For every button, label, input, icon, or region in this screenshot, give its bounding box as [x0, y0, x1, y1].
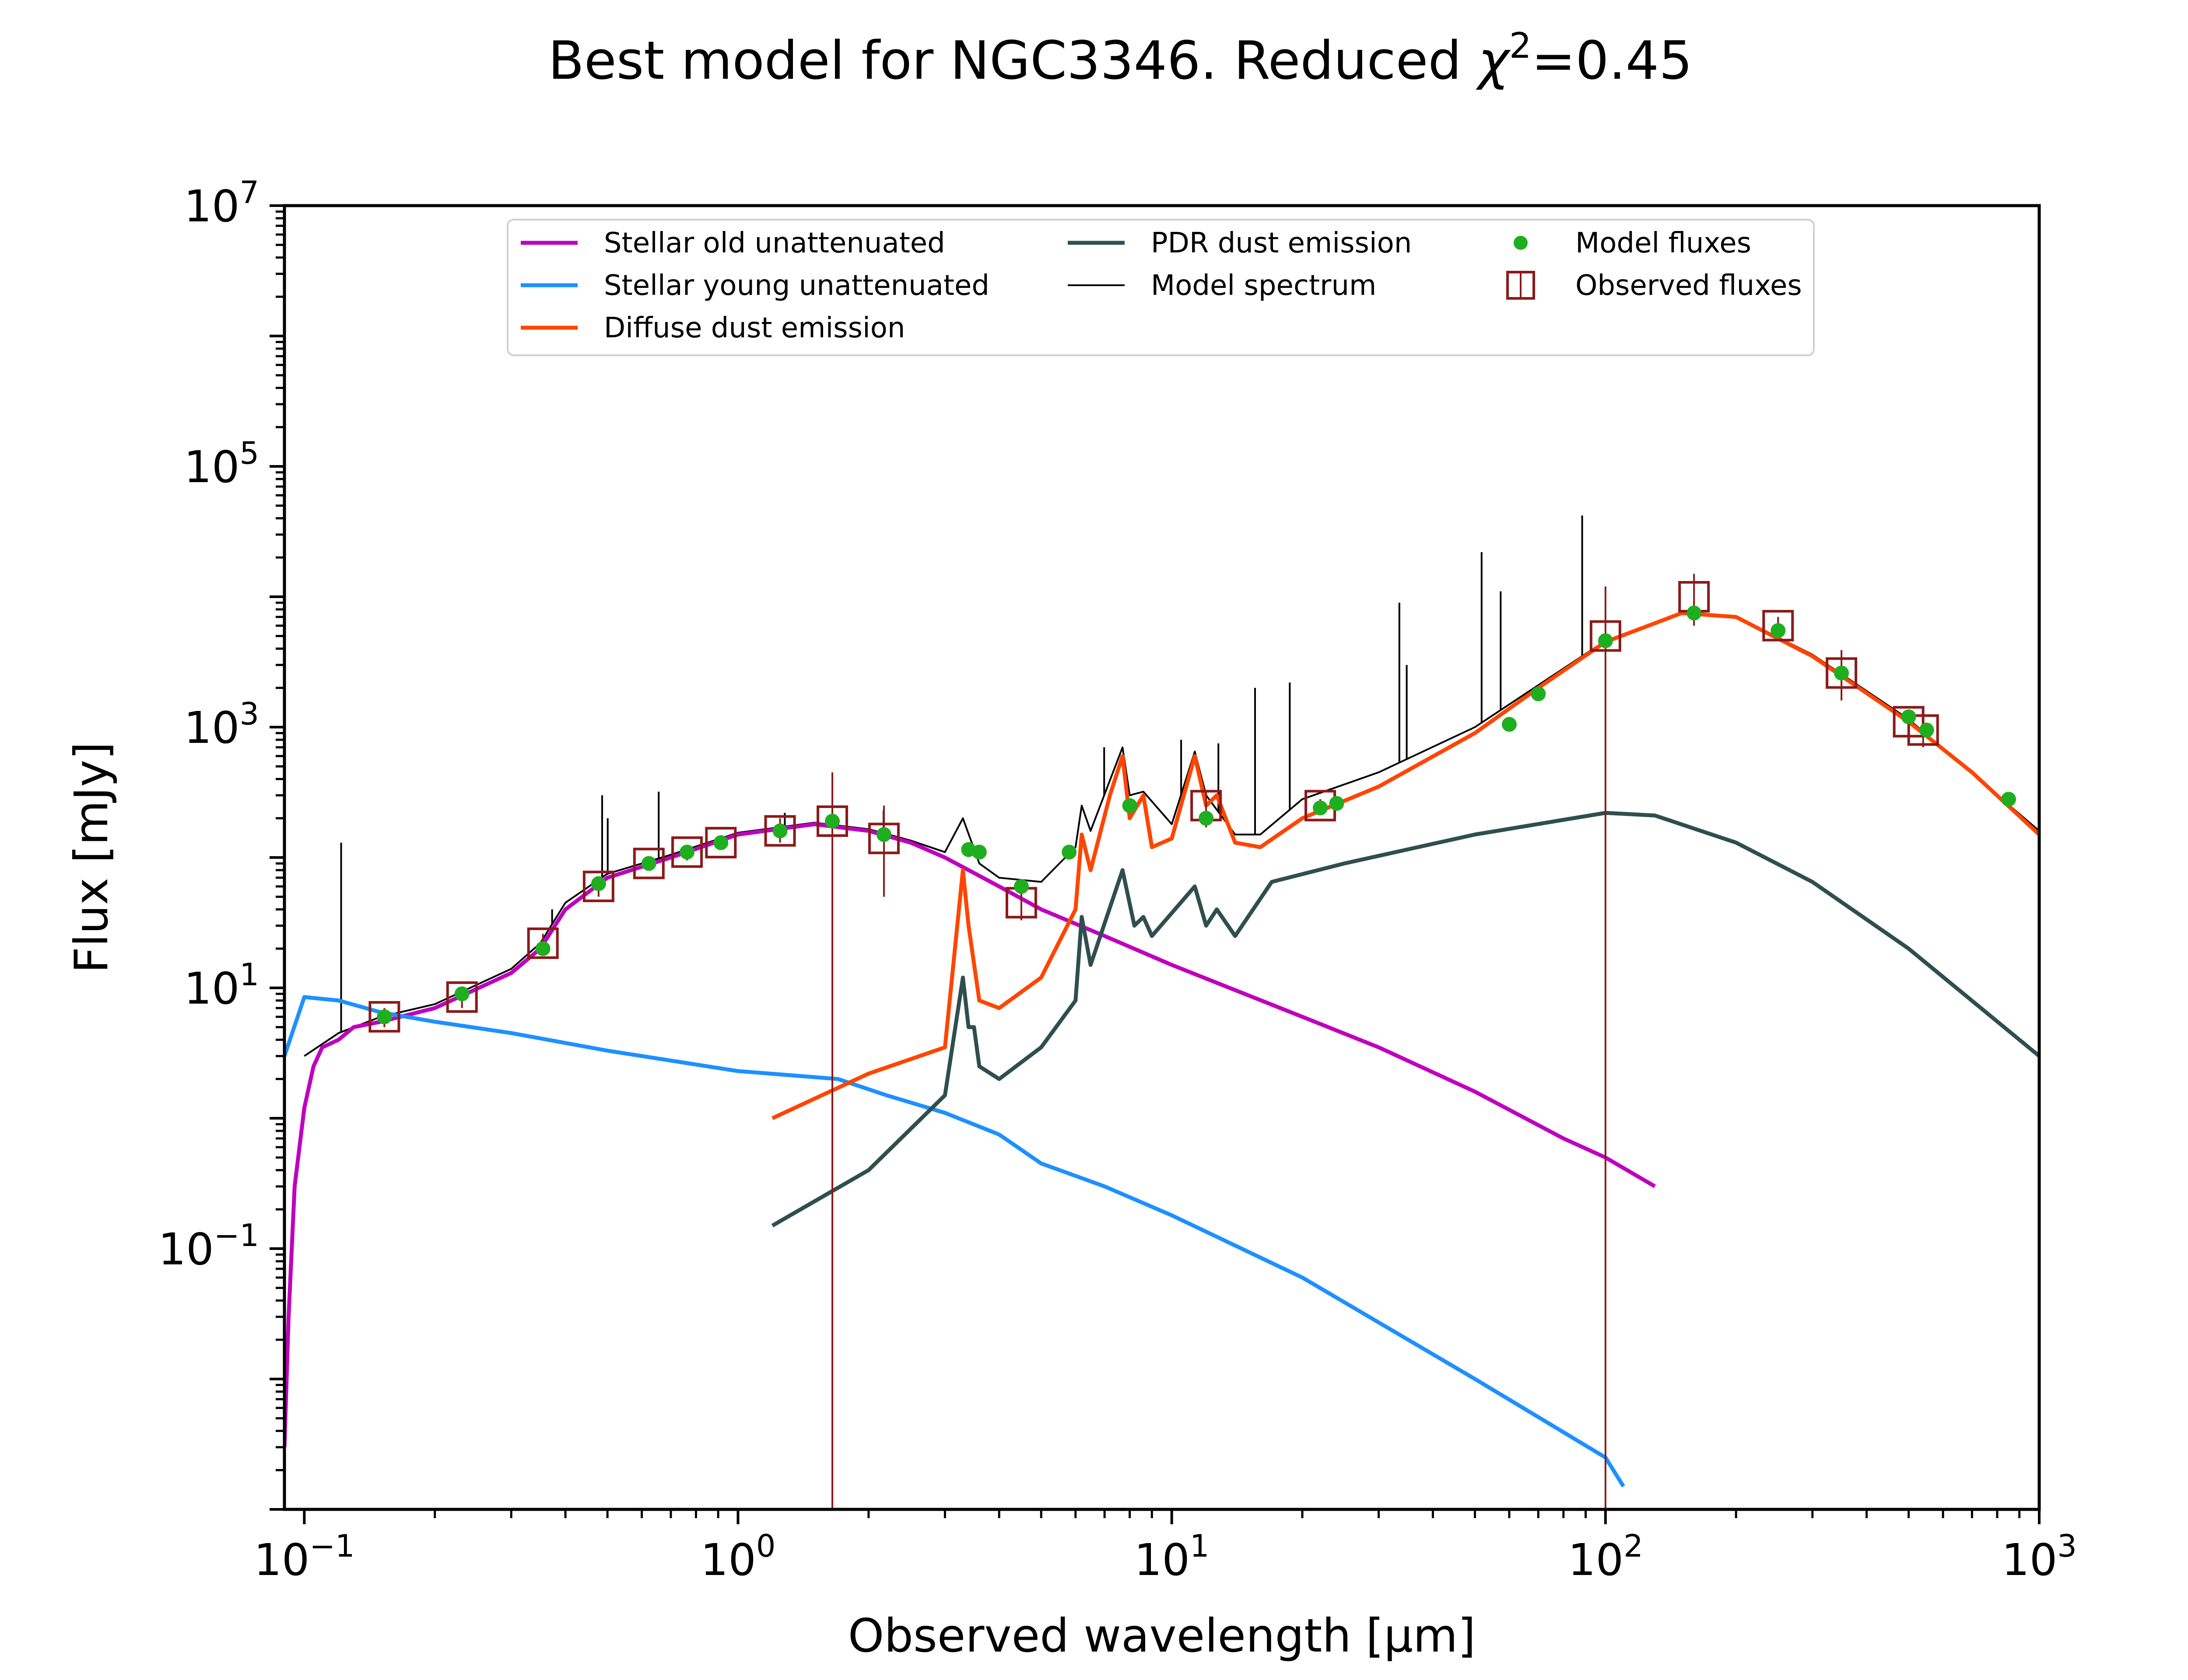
model-flux-marker [825, 813, 840, 829]
model-flux-marker [1013, 879, 1029, 894]
legend-item-model-fluxes-label: Model fluxes [1575, 227, 1751, 259]
observed-flux-marker [868, 822, 900, 854]
model-flux-marker [1598, 633, 1613, 648]
legend-item-pdr-dust-emission-label: PDR dust emission [1151, 227, 1412, 259]
x-tick-label: 100 [701, 1528, 776, 1586]
observed-flux-marker [527, 927, 559, 959]
legend-item-observed-fluxes-label: Observed fluxes [1575, 270, 1802, 302]
legend: Stellar old unattenuated Stellar young un… [507, 219, 1815, 356]
legend-item-model-spectrum: Model spectrum [1068, 270, 1376, 302]
y-tick-label: 103 [184, 696, 259, 753]
model-flux-marker [2001, 791, 2016, 807]
series-line-stellar-old-unattenuated [284, 822, 1656, 1447]
legend-item-model-fluxes-swatch [1514, 236, 1528, 250]
model-flux-marker [1771, 623, 1786, 638]
model-flux-marker [641, 856, 656, 871]
model-flux-marker [1062, 844, 1077, 860]
observed-flux-marker [817, 805, 849, 837]
observed-flux-marker [1826, 657, 1858, 689]
model-flux-marker [1329, 796, 1344, 811]
chart-title: Best model for NGC3346. Reduced χ2=0.45 [548, 25, 1693, 91]
legend-item-observed-fluxes: Observed fluxes [1506, 270, 1802, 302]
series-line-diffuse-dust-emission [771, 611, 2039, 1120]
observed-flux-marker [764, 815, 796, 847]
y-tick-label: 101 [184, 957, 259, 1014]
model-flux-marker [680, 844, 695, 860]
legend-item-model-fluxes: Model fluxes [1514, 227, 1751, 259]
model-flux-marker [454, 986, 470, 1001]
model-flux-marker [377, 1009, 392, 1025]
observed-flux-marker [1907, 714, 1939, 746]
model-flux-marker [1919, 722, 1934, 738]
plot-area [284, 515, 2039, 1509]
y-axis: 10−1 101 103 105 107 [158, 175, 284, 1511]
series-line-model-spectrum [304, 611, 2039, 1057]
model-flux-marker [1501, 717, 1517, 732]
legend-item-stellar-young-unattenuated-label: Stellar young unattenuated [604, 270, 989, 302]
observed-flux-marker [446, 981, 478, 1013]
x-axis-label: Observed wavelength [μm] [848, 1609, 1476, 1662]
legend-item-pdr-dust-emission: PDR dust emission [1068, 227, 1412, 259]
y-axis-label: Flux [mJy] [65, 742, 118, 973]
model-flux-marker [1901, 709, 1916, 724]
legend-item-stellar-old-unattenuated: Stellar old unattenuated [521, 227, 945, 259]
observed-flux-marker [368, 1001, 400, 1033]
observed-flux-marker [705, 827, 737, 859]
model-flux-marker [877, 827, 892, 842]
x-tick-label: 102 [1568, 1528, 1643, 1586]
observed-flux-marker [1589, 620, 1621, 652]
series-line-pdr-dust-emission [771, 811, 2039, 1228]
plot-content [284, 515, 2039, 1509]
model-flux-marker [1122, 798, 1137, 813]
model-flux-marker [535, 941, 551, 956]
x-tick-label: 103 [2002, 1528, 2077, 1586]
legend-item-model-spectrum-label: Model spectrum [1151, 270, 1376, 302]
model-flux-marker [971, 844, 987, 860]
observed-flux-marker [1762, 610, 1794, 642]
observed-flux-marker [633, 847, 665, 879]
y-tick-label: 105 [184, 435, 259, 493]
legend-frame [507, 219, 1815, 356]
y-tick-label: 10−1 [158, 1218, 259, 1275]
model-flux-marker [1687, 606, 1702, 621]
model-flux-marker [772, 823, 788, 839]
model-flux-marker [1313, 800, 1328, 816]
x-tick-label: 101 [1134, 1528, 1210, 1586]
model-flux-marker [713, 835, 729, 850]
y-tick-label: 107 [184, 175, 259, 232]
observed-flux-marker [582, 871, 614, 903]
legend-item-stellar-young-unattenuated: Stellar young unattenuated [521, 270, 989, 302]
model-flux-marker [1834, 665, 1849, 681]
observed-flux-marker [671, 836, 703, 868]
model-flux-marker [591, 876, 606, 891]
x-tick-label: 10−1 [254, 1528, 354, 1586]
legend-item-diffuse-dust-emission: Diffuse dust emission [521, 312, 905, 344]
legend-item-stellar-old-unattenuated-label: Stellar old unattenuated [604, 227, 945, 259]
legend-item-diffuse-dust-emission-label: Diffuse dust emission [604, 312, 905, 344]
x-axis: 10−1 100 101 102 103 [254, 1509, 2077, 1586]
model-flux-marker [1199, 811, 1214, 826]
model-flux-marker [1531, 686, 1546, 701]
